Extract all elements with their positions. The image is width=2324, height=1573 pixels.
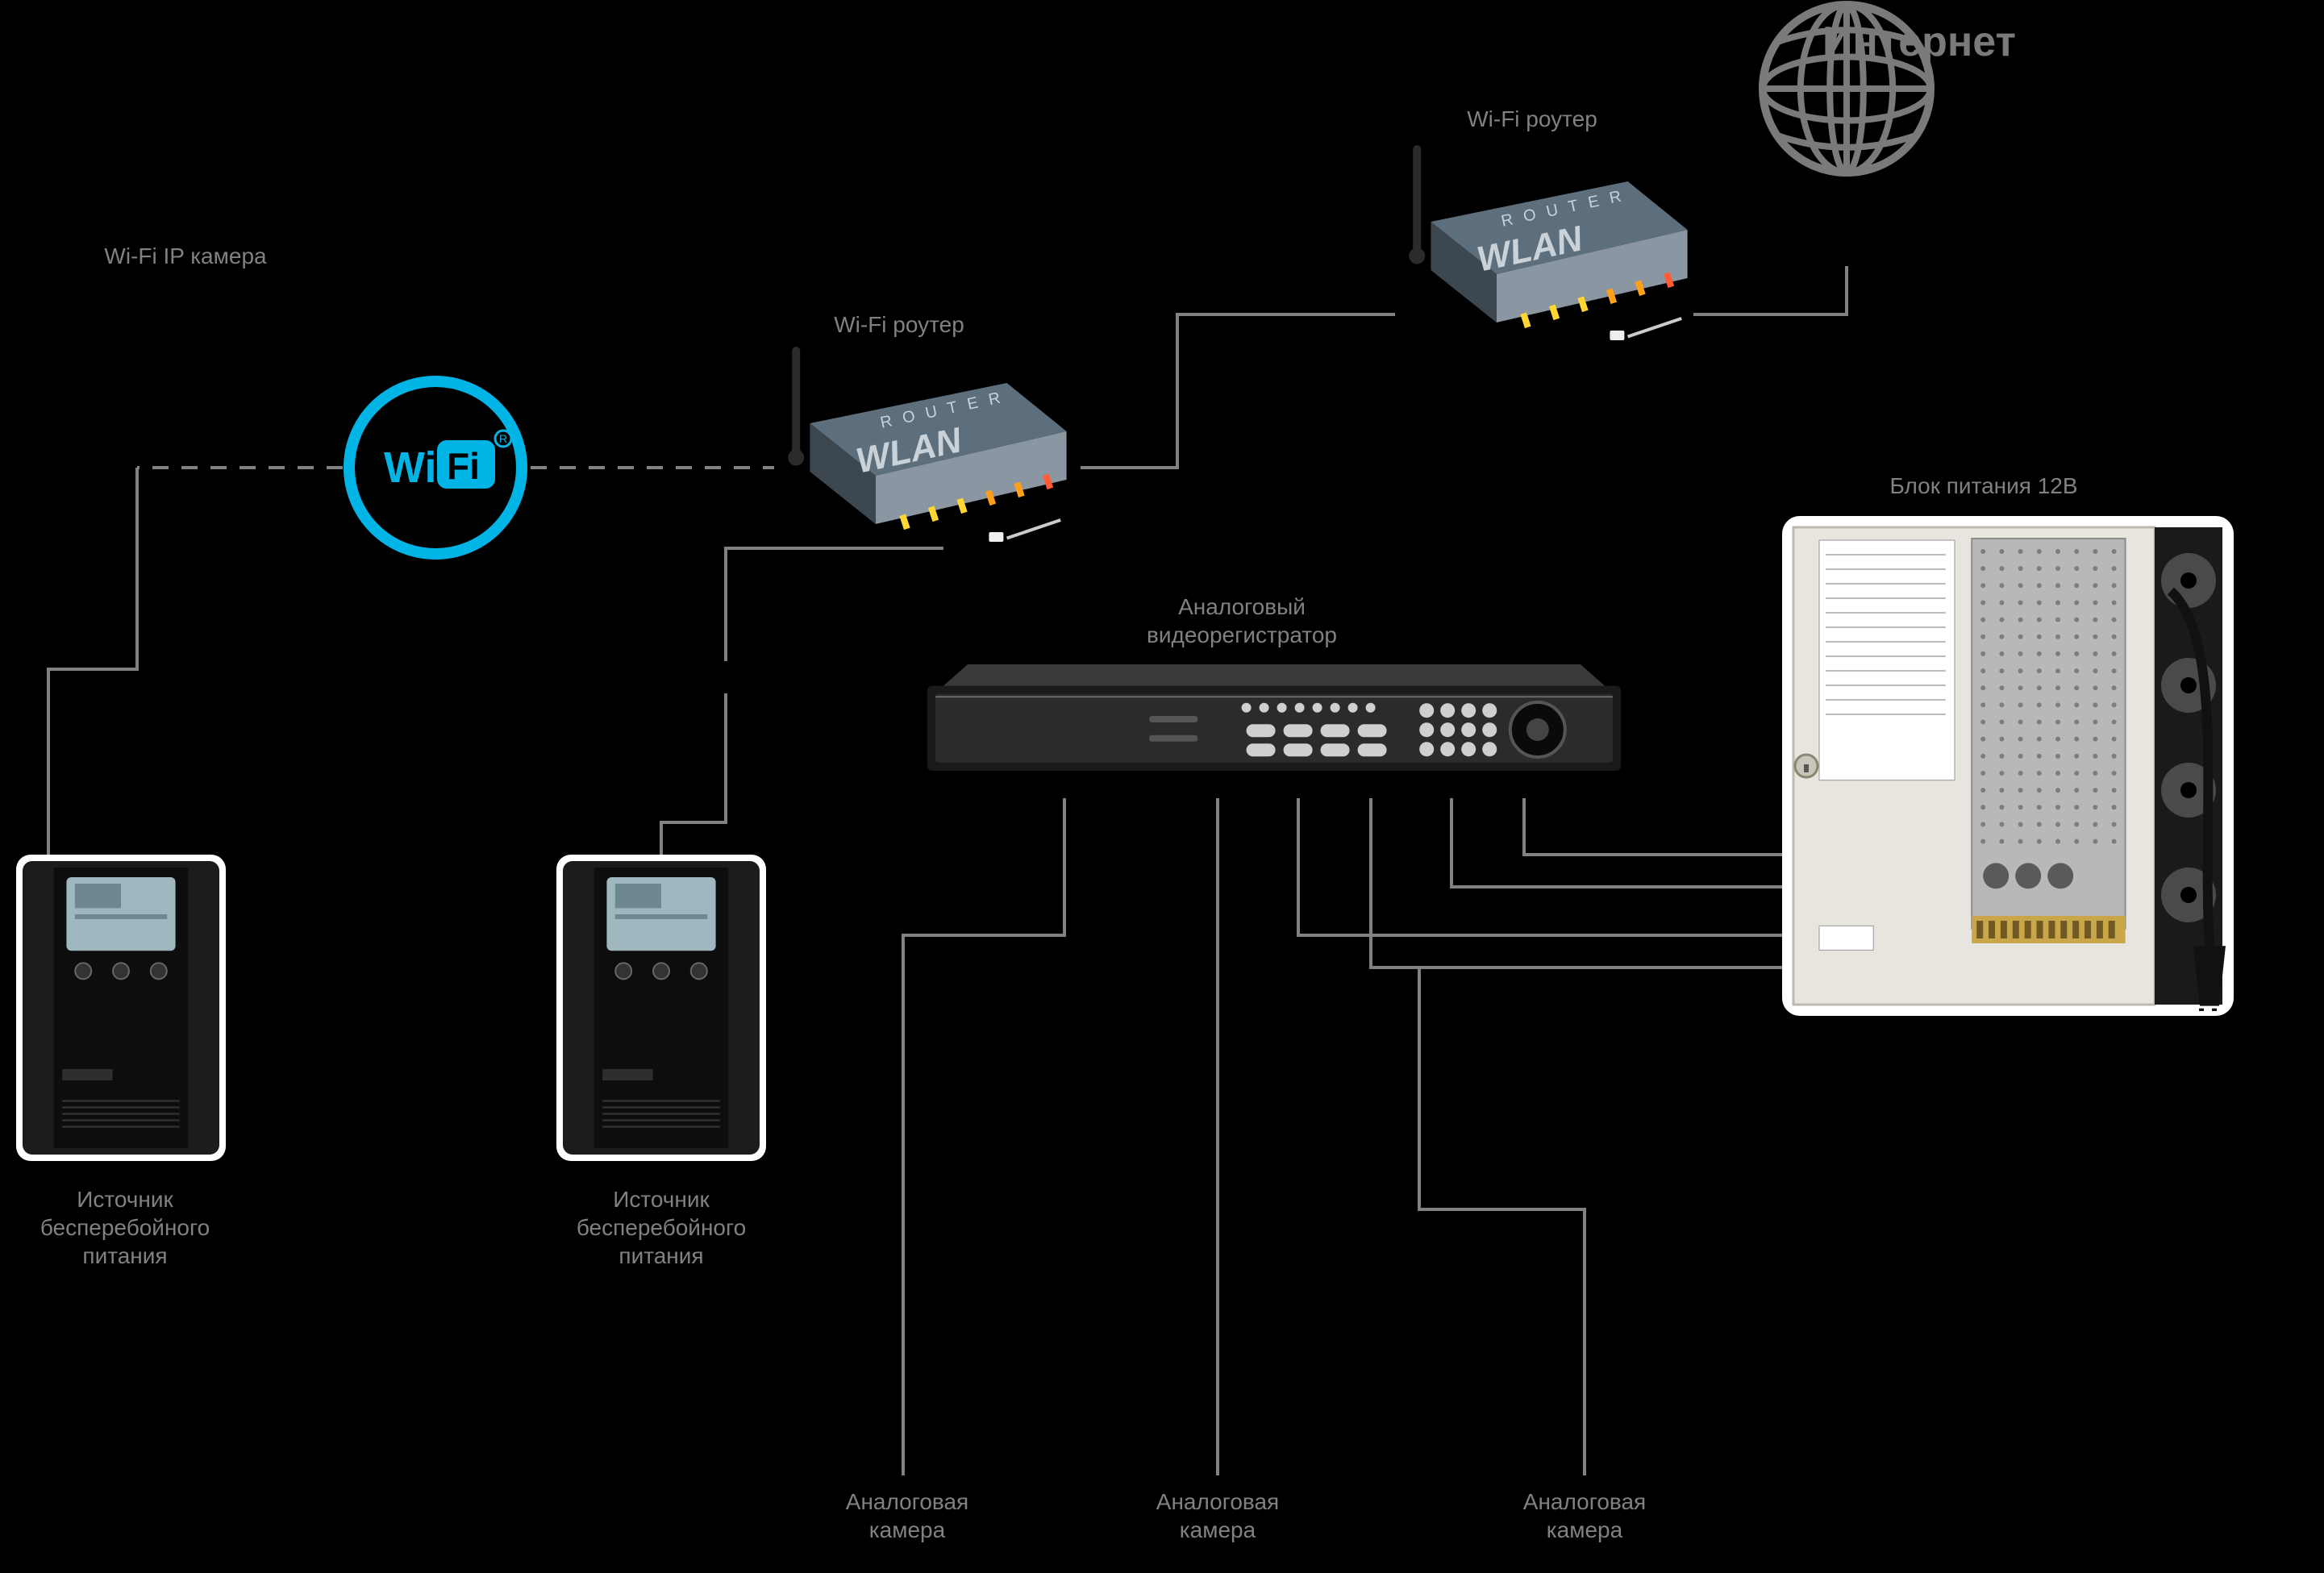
label-analog-camera-3: Аналоговая камера (1472, 1488, 1697, 1544)
svg-text:R: R (499, 432, 507, 445)
svg-text:Fi: Fi (447, 445, 480, 487)
ups-1 (16, 855, 226, 1161)
label-router-2: Wi-Fi роутер (1427, 105, 1637, 133)
label-analog-camera-1: Аналоговая камера (794, 1488, 1020, 1544)
power-supply-12v (1782, 516, 2234, 1016)
label-dvr: Аналоговый видеорегистратор (1072, 593, 1411, 649)
label-router-1: Wi-Fi роутер (794, 310, 1004, 339)
label-psu: Блок питания 12В (1830, 472, 2137, 500)
label-wifi-ip-camera: Wi-Fi IP камера (56, 242, 314, 270)
label-ups-2: Источник бесперебойного питания (540, 1185, 782, 1270)
router-1: R O U T E RWLAN (774, 347, 1072, 548)
label-ups-1: Источник бесперебойного питания (4, 1185, 246, 1270)
router-2: R O U T E RWLAN (1395, 145, 1693, 347)
svg-text:Wi: Wi (384, 443, 437, 492)
label-analog-camera-2: Аналоговая камера (1105, 1488, 1331, 1544)
wifi-icon: WiFi R (343, 375, 528, 560)
label-internet: Интернет (1758, 16, 2080, 69)
dvr-device (927, 661, 1621, 798)
ups-2 (556, 855, 766, 1161)
